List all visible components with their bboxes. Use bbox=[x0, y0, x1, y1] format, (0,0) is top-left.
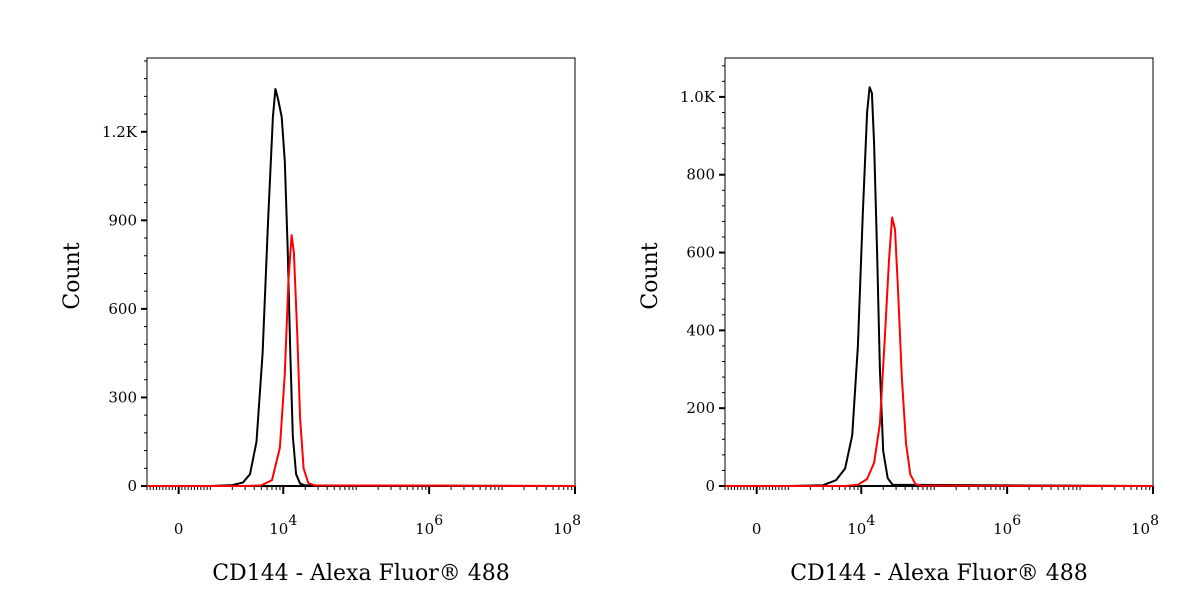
y-tick-label: 300 bbox=[108, 388, 137, 406]
y-tick-label: 900 bbox=[108, 211, 137, 229]
y-tick-label: 600 bbox=[686, 244, 715, 262]
histogram-panel-1: 0 300 600 900 1.2K 0 104 106 108 CD144 - Alexa Fl… bbox=[60, 57, 581, 586]
histogram-panel-2: 0 200 400 600 800 1.0K 0 104 106 108 CD144 - Alexa… bbox=[638, 57, 1159, 586]
y-tick-label: 800 bbox=[686, 166, 715, 184]
histogram-series-2 bbox=[725, 216, 1154, 487]
y-tick-label: 0 bbox=[127, 477, 137, 495]
x-tick-label: 0 bbox=[174, 520, 184, 538]
y-tick-label: 1.0K bbox=[680, 88, 716, 106]
plot-frame bbox=[146, 57, 576, 487]
y-axis-title: Count bbox=[60, 242, 85, 309]
x-tick-label: 104 bbox=[269, 513, 297, 538]
y-axis-title: Count bbox=[638, 242, 663, 309]
x-axis-title: CD144 - Alexa Fluor® 488 bbox=[212, 561, 510, 586]
histogram-series-2 bbox=[147, 234, 576, 487]
y-tick-label: 200 bbox=[686, 399, 715, 417]
x-tick-label: 106 bbox=[993, 513, 1021, 538]
plot-frame bbox=[724, 57, 1154, 487]
x-axis-title: CD144 - Alexa Fluor® 488 bbox=[790, 561, 1088, 586]
histogram-series-1 bbox=[725, 86, 1154, 487]
histogram-series-1 bbox=[147, 88, 576, 487]
y-tick-label: 0 bbox=[705, 477, 715, 495]
y-tick-label: 600 bbox=[108, 300, 137, 318]
x-tick-label: 104 bbox=[847, 513, 875, 538]
x-tick-label: 0 bbox=[752, 520, 762, 538]
y-tick-label: 400 bbox=[686, 321, 715, 339]
y-tick-label: 1.2K bbox=[102, 123, 138, 141]
x-tick-label: 106 bbox=[415, 513, 443, 538]
x-tick-label: 108 bbox=[1131, 513, 1159, 538]
x-tick-label: 108 bbox=[553, 513, 581, 538]
